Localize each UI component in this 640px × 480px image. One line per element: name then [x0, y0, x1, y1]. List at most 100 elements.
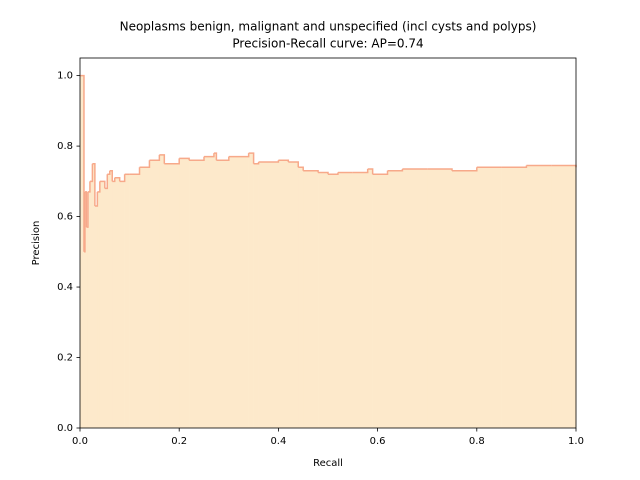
area-segment: [551, 165, 577, 428]
area-segment: [298, 167, 304, 428]
step-line: [109, 170, 113, 182]
step-line: [92, 162, 96, 206]
step-line: [228, 153, 250, 158]
area-segment: [114, 177, 120, 428]
step-line: [114, 177, 121, 182]
area-segment: [87, 191, 91, 428]
area-segment: [526, 165, 552, 428]
area-segment: [387, 170, 403, 428]
step-line: [213, 152, 218, 161]
area-segment: [372, 174, 388, 428]
area-segment: [109, 170, 113, 428]
step-line: [104, 174, 109, 190]
step-line: [149, 154, 161, 161]
step-line: [452, 167, 478, 172]
area-segment: [80, 75, 83, 428]
area-segment: [97, 191, 101, 428]
area-segment: [104, 188, 108, 428]
area-segment: [476, 167, 502, 428]
y-axis-label: Precision: [31, 221, 42, 266]
step-line: [164, 158, 180, 165]
area-segment: [129, 174, 140, 428]
area-segment: [213, 153, 217, 428]
y-tick-label: 0.8: [57, 141, 73, 152]
step-line: [216, 156, 230, 161]
area-segment: [99, 181, 106, 428]
step-line: [204, 153, 215, 158]
step-line: [139, 160, 151, 168]
step-line: [87, 181, 91, 193]
step-line: [97, 181, 101, 193]
area-segment: [452, 170, 478, 428]
step-line: [84, 191, 88, 228]
step-line: [99, 180, 106, 189]
area-segment: [164, 163, 180, 428]
step-line: [82, 74, 85, 252]
area-segment: [427, 169, 453, 428]
axes-frame: [79, 57, 577, 429]
step-line: [189, 156, 205, 161]
area-segment: [189, 160, 205, 428]
area-segment: [258, 161, 279, 428]
step-line: [119, 174, 126, 183]
x-tick-label: 0.2: [171, 436, 187, 447]
area-segment: [318, 172, 329, 428]
y-tick-label: 0.6: [57, 212, 73, 223]
area-segment: [112, 181, 116, 428]
area-segment: [179, 158, 190, 428]
x-tick-label: 0.6: [370, 436, 386, 447]
area-segment: [328, 174, 339, 428]
step-line: [248, 152, 255, 164]
x-tick-label: 0.8: [469, 436, 485, 447]
x-axis-label: Recall: [313, 458, 343, 469]
area-segment: [83, 251, 86, 428]
chart-title: Neoplasms benign, malignant and unspecif…: [120, 20, 537, 34]
chart-subtitle: Precision-Recall curve: AP=0.74: [232, 37, 423, 51]
x-tick-label: 0.4: [270, 436, 286, 447]
step-line: [83, 191, 86, 253]
area-segment: [89, 181, 93, 428]
area-segment: [86, 227, 89, 428]
area-segment: [303, 170, 319, 428]
area-segment: [107, 174, 111, 428]
area-segment: [139, 167, 150, 428]
step-line: [288, 161, 299, 168]
area-segment: [149, 160, 160, 428]
step-line: [159, 154, 166, 164]
area-segment: [337, 172, 354, 428]
step-line: [89, 163, 94, 183]
y-tick-label: 0.0: [57, 423, 73, 434]
step-line: [112, 177, 116, 183]
area-segment: [352, 172, 368, 428]
step-line: [298, 166, 304, 171]
area-segment: [94, 206, 98, 428]
area-segment: [159, 154, 165, 428]
area-segment: [216, 160, 230, 428]
step-line: [367, 168, 374, 175]
y-tick-label: 0.2: [57, 353, 73, 364]
x-tick-label: 1.0: [568, 436, 584, 447]
area-segment: [204, 156, 215, 428]
area-segment: [402, 169, 428, 428]
y-tick-label: 0.4: [57, 282, 73, 293]
area-segment: [367, 169, 373, 428]
step-line: [352, 169, 369, 174]
area-segment: [228, 156, 249, 428]
area-segment: [278, 160, 289, 428]
area-segment: [119, 181, 125, 428]
area-segment: [288, 161, 299, 428]
area-segment: [501, 167, 527, 428]
x-tick-label: 0.0: [72, 436, 88, 447]
area-segment: [92, 163, 96, 428]
y-tick-label: 1.0: [57, 71, 73, 82]
area-segment: [84, 191, 87, 428]
area-segment: [124, 174, 130, 428]
step-line: [107, 170, 111, 176]
area-segment: [248, 153, 254, 428]
step-line: [86, 191, 89, 228]
area-segment: [253, 163, 259, 428]
step-line: [372, 170, 389, 176]
step-line: [129, 167, 141, 176]
step-line: [94, 191, 99, 207]
